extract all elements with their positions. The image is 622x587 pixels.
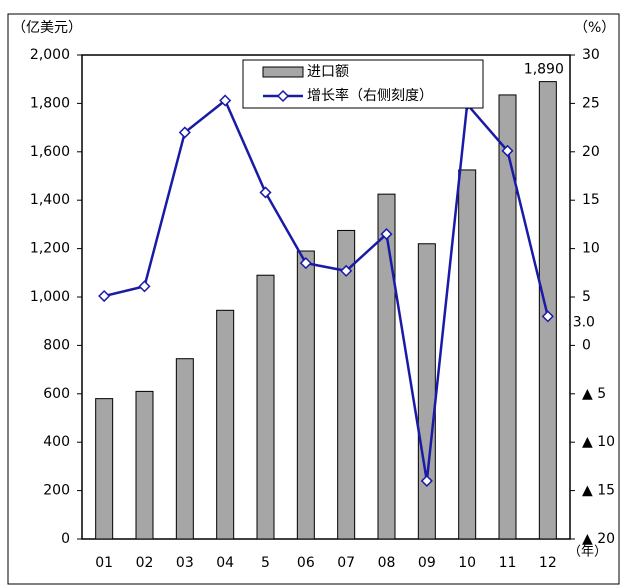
- x-tick-label: 01: [95, 555, 113, 571]
- y2-tick-label: ▲ 5: [582, 386, 606, 402]
- y2-tick-label: 20: [582, 144, 600, 160]
- x-tick-label: 11: [499, 555, 517, 571]
- y-tick-label: 1,000: [30, 289, 70, 305]
- legend-label: 增长率（右侧刻度）: [307, 87, 433, 104]
- bar-value-label: 1,890: [524, 62, 564, 78]
- y-unit: （亿美元）: [12, 20, 82, 36]
- x-tick-label: 02: [136, 555, 154, 571]
- y2-tick-label: 15: [582, 192, 600, 208]
- y2-tick-label: 10: [582, 241, 600, 257]
- y2-unit: （%）: [574, 20, 615, 36]
- y2-tick-label: 30: [582, 47, 600, 63]
- line-marker: [380, 228, 393, 241]
- bar: [296, 250, 315, 540]
- bar: [95, 398, 114, 540]
- line-marker: [219, 94, 232, 107]
- line-marker: [98, 289, 111, 303]
- y-tick-label: 1,600: [30, 144, 70, 160]
- x-tick-label: 04: [216, 555, 234, 571]
- x-tick-label: 09: [418, 555, 436, 571]
- bar: [135, 390, 154, 540]
- bar: [417, 243, 436, 540]
- x-unit: （年）: [568, 545, 607, 560]
- line-marker: [340, 264, 353, 277]
- y-tick-label: 0: [61, 531, 70, 547]
- line-marker: [501, 144, 514, 157]
- x-tick-label: 12: [539, 555, 557, 571]
- plot-frame: [81, 54, 571, 540]
- y-tick-label: 800: [43, 337, 70, 353]
- y2-tick-label: 25: [582, 95, 600, 111]
- y2-tick-label: 5: [582, 289, 591, 305]
- y-tick-label: 1,400: [30, 192, 70, 208]
- line-marker: [541, 310, 554, 323]
- bar: [216, 309, 235, 540]
- outer-frame: [7, 13, 620, 585]
- x-tick-label: 06: [297, 555, 315, 571]
- bar: [498, 94, 517, 540]
- x-tick-label: 10: [458, 555, 476, 571]
- y-tick-label: 200: [43, 483, 70, 499]
- line-marker: [138, 280, 151, 293]
- y-tick-label: 2,000: [30, 47, 70, 63]
- bar: [458, 169, 477, 540]
- y2-tick-label: ▲ 15: [582, 483, 615, 499]
- y-tick-label: 600: [43, 386, 70, 402]
- line-value-label: 3.0: [573, 314, 595, 330]
- line-marker: [420, 474, 433, 487]
- x-tick-label: 07: [337, 555, 355, 571]
- legend-marker: [276, 89, 290, 103]
- bar: [256, 274, 275, 540]
- legend-label: 进口额: [307, 64, 349, 80]
- line: [103, 98, 550, 482]
- line-marker: [178, 126, 191, 139]
- x-tick-label: 08: [378, 555, 396, 571]
- bar: [337, 229, 356, 540]
- y2-tick-label: ▲ 20: [582, 531, 615, 547]
- bar: [175, 358, 194, 540]
- x-tick-label: 5: [261, 555, 270, 571]
- bar: [377, 193, 396, 540]
- x-tick-label: 03: [176, 555, 194, 571]
- line-marker: [299, 257, 312, 270]
- y2-tick-label: ▲ 10: [582, 434, 615, 450]
- y-tick-label: 1,200: [30, 241, 70, 257]
- y-tick-label: 400: [43, 434, 70, 450]
- line-marker: [259, 186, 272, 199]
- y-tick-label: 1,800: [30, 95, 70, 111]
- legend-swatch: [262, 66, 304, 78]
- y2-tick-label: 0: [582, 337, 591, 353]
